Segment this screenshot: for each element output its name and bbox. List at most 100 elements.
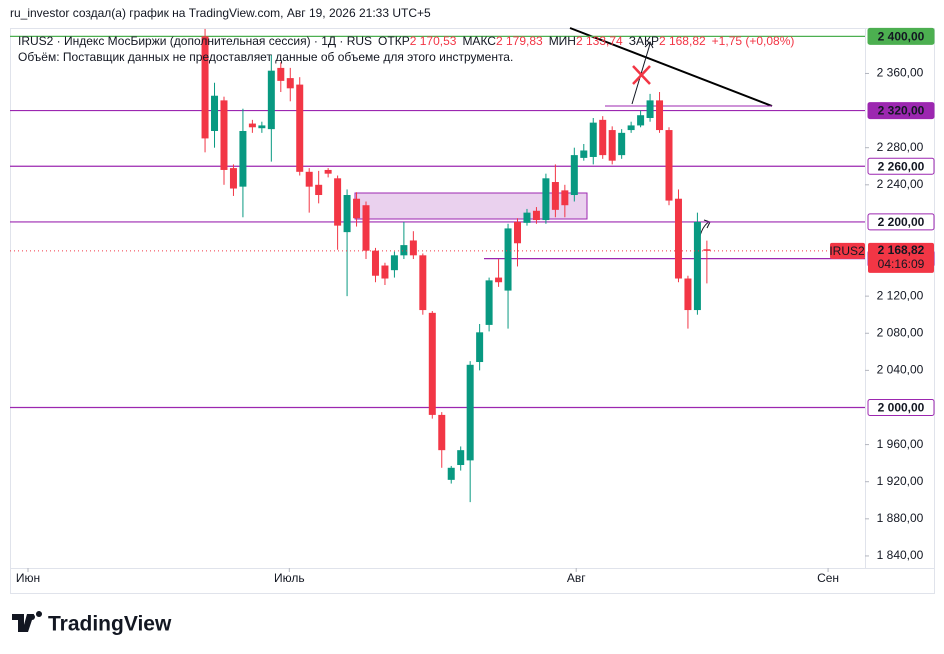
level-label-box bbox=[867, 157, 935, 175]
candle-body bbox=[637, 115, 645, 126]
candle-body bbox=[248, 123, 256, 128]
candle-body bbox=[400, 245, 408, 256]
countdown: 04:16:09 bbox=[878, 257, 925, 271]
legend-item: 2 168,82 bbox=[659, 34, 706, 48]
level-label: 2 000,00 bbox=[878, 401, 925, 415]
y-tick-label: 2 280,00 bbox=[877, 140, 924, 154]
level-label: 2 320,00 bbox=[878, 104, 925, 118]
y-tick-label: 1 880,00 bbox=[877, 511, 924, 525]
candle-body bbox=[324, 169, 332, 174]
candle-body bbox=[665, 130, 673, 201]
level-label-box bbox=[867, 213, 935, 231]
candle-body bbox=[258, 125, 266, 129]
level-label: 2 200,00 bbox=[878, 215, 925, 229]
candle-body bbox=[239, 130, 247, 187]
last-price-box bbox=[868, 242, 934, 273]
candle-body bbox=[315, 184, 323, 196]
candle-body bbox=[589, 122, 597, 157]
candle-body bbox=[267, 70, 275, 130]
candle-body bbox=[229, 168, 237, 189]
candle-body bbox=[495, 277, 503, 283]
candle-body bbox=[599, 119, 607, 156]
candle-body bbox=[646, 100, 654, 118]
candle-body bbox=[438, 414, 446, 451]
last-price-label: 2 168,82 bbox=[878, 243, 925, 257]
candle-body bbox=[211, 95, 219, 131]
level-label-box bbox=[867, 102, 935, 120]
volume-note: Объём: Поставщик данных не предоставляет… bbox=[18, 50, 513, 64]
level-label: 2 260,00 bbox=[878, 159, 925, 173]
arrow-head bbox=[644, 41, 654, 49]
candle-body bbox=[305, 171, 313, 187]
candle-body bbox=[353, 198, 361, 219]
candle-body bbox=[220, 100, 228, 170]
candle-body bbox=[542, 178, 550, 221]
candle-body bbox=[362, 205, 370, 251]
candle-body bbox=[684, 278, 692, 311]
level-label-box bbox=[867, 398, 935, 416]
chart-frame bbox=[10, 28, 935, 594]
x-tick-label: Июль bbox=[274, 571, 305, 585]
candle-body bbox=[608, 130, 616, 161]
logo bbox=[12, 611, 42, 632]
legend-item: IRUS2 · Индекс МосБиржи (дополнительная … bbox=[18, 34, 372, 48]
candle-body bbox=[485, 280, 493, 325]
candle-body bbox=[334, 178, 342, 226]
candle-body bbox=[381, 265, 389, 279]
candle-body bbox=[656, 100, 664, 131]
candle-body bbox=[561, 190, 569, 206]
candle-body bbox=[523, 212, 531, 223]
candle-body bbox=[286, 78, 294, 89]
symbol-tag-label: IRUS2 bbox=[829, 244, 865, 258]
y-tick-label: 2 120,00 bbox=[877, 288, 924, 302]
candle-body bbox=[343, 195, 351, 233]
candle-body bbox=[277, 67, 285, 81]
y-tick-label: 2 240,00 bbox=[877, 177, 924, 191]
candle-body bbox=[580, 150, 588, 158]
candle-body bbox=[296, 84, 304, 172]
y-tick-label: 1 960,00 bbox=[877, 437, 924, 451]
x-tick-label: Авг bbox=[567, 571, 586, 585]
y-tick-label: 2 040,00 bbox=[877, 363, 924, 377]
candle-body bbox=[551, 182, 559, 210]
trend-line bbox=[569, 27, 773, 107]
candle-body bbox=[693, 221, 701, 311]
y-tick-label: 1 840,00 bbox=[877, 548, 924, 562]
legend-item: МИН bbox=[549, 34, 576, 48]
candle-body bbox=[532, 210, 540, 221]
candle-body bbox=[504, 228, 512, 291]
candle-body bbox=[457, 450, 465, 466]
candle-body bbox=[201, 36, 209, 139]
candle-body bbox=[618, 132, 626, 156]
candle-body bbox=[428, 312, 436, 415]
legend-item: ЗАКР bbox=[629, 34, 659, 48]
symbol-tag bbox=[830, 242, 865, 259]
cross-mark bbox=[632, 65, 651, 85]
candle-body bbox=[514, 221, 522, 244]
author-line: ru_investor создал(а) график на TradingV… bbox=[10, 6, 431, 20]
candle-body bbox=[409, 240, 417, 256]
candle-body bbox=[371, 250, 379, 276]
legend-item: ОТКР bbox=[378, 34, 410, 48]
legend-line: IRUS2 · Индекс МосБиржи (дополнительная … bbox=[18, 34, 794, 48]
level-label: 2 400,00 bbox=[878, 30, 925, 44]
candle-body bbox=[674, 198, 682, 279]
candle-body bbox=[476, 332, 484, 363]
legend-item: 2 170,53 bbox=[410, 34, 457, 48]
candle-body bbox=[447, 467, 455, 480]
legend-item: +1,75 (+0,08%) bbox=[712, 34, 795, 48]
y-tick-label: 2 360,00 bbox=[877, 66, 924, 80]
x-tick-label: Сен bbox=[817, 571, 839, 585]
brand: TradingView bbox=[48, 613, 172, 636]
y-tick-label: 1 920,00 bbox=[877, 474, 924, 488]
legend-item: МАКС bbox=[462, 34, 496, 48]
legend-item: 2 179,83 bbox=[496, 34, 543, 48]
y-tick-label: 2 080,00 bbox=[877, 325, 924, 339]
logo-dot bbox=[29, 614, 35, 620]
level-label-box bbox=[867, 27, 935, 45]
candle-body bbox=[627, 125, 635, 131]
candle-body bbox=[570, 155, 578, 196]
candle-body bbox=[466, 364, 474, 461]
